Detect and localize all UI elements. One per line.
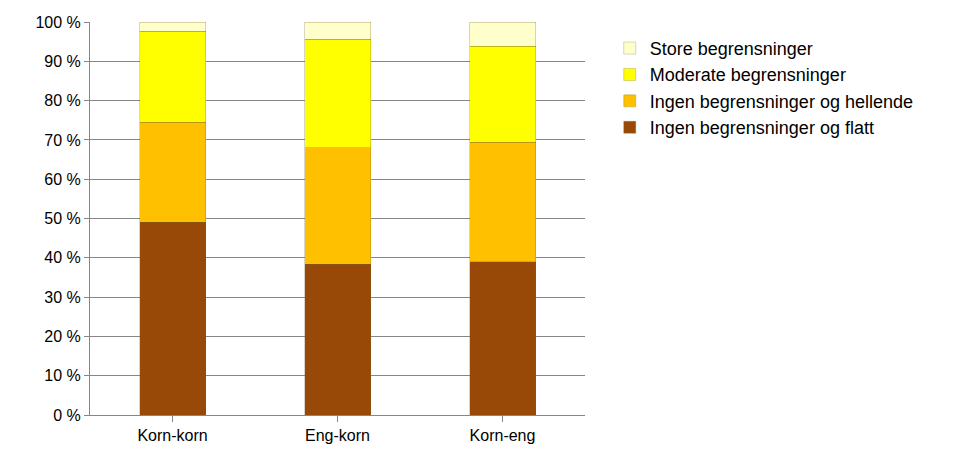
- svg-text:70 %: 70 %: [44, 132, 80, 149]
- svg-text:10 %: 10 %: [44, 367, 80, 384]
- svg-text:40 %: 40 %: [44, 249, 80, 266]
- svg-text:Store begrensninger: Store begrensninger: [650, 39, 813, 59]
- svg-text:100 %: 100 %: [35, 14, 80, 31]
- svg-text:60 %: 60 %: [44, 171, 80, 188]
- svg-text:50 %: 50 %: [44, 210, 80, 227]
- svg-text:20 %: 20 %: [44, 328, 80, 345]
- svg-text:Ingen begrensninger og hellend: Ingen begrensninger og hellende: [650, 92, 913, 112]
- svg-text:Eng-korn: Eng-korn: [305, 427, 370, 444]
- svg-text:80 %: 80 %: [44, 92, 80, 109]
- svg-text:0 %: 0 %: [53, 407, 81, 424]
- svg-text:30 %: 30 %: [44, 289, 80, 306]
- svg-text:Korn-eng: Korn-eng: [470, 427, 536, 444]
- svg-text:Korn-korn: Korn-korn: [137, 427, 207, 444]
- svg-text:Moderate begrensninger: Moderate begrensninger: [650, 65, 846, 85]
- svg-text:90 %: 90 %: [44, 53, 80, 70]
- svg-text:Ingen begrensninger og flatt: Ingen begrensninger og flatt: [650, 118, 874, 138]
